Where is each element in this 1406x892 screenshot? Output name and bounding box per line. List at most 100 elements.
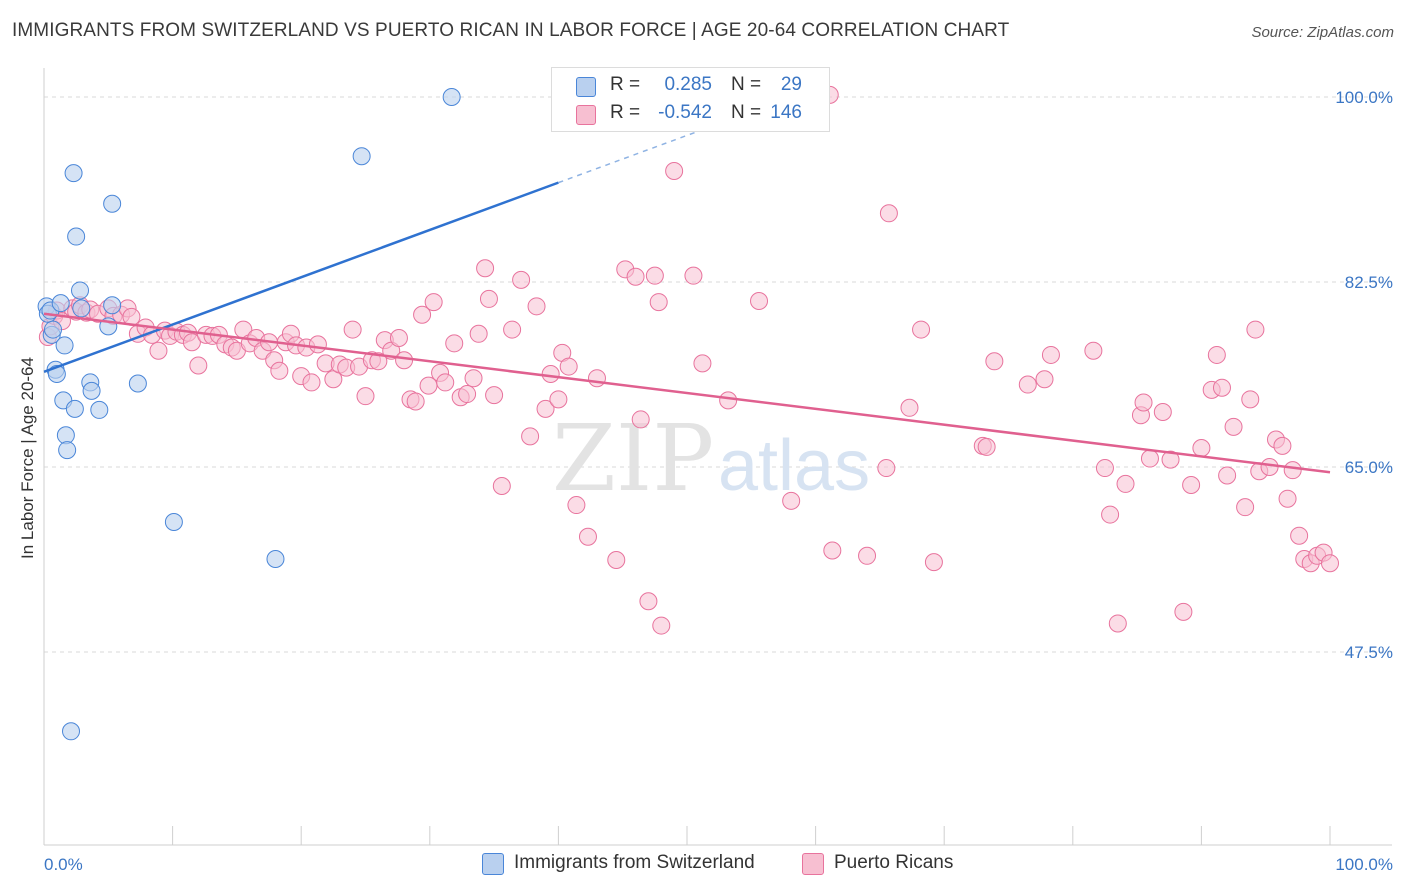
data-point-switzerland [51, 294, 70, 313]
data-point-puerto-rican [503, 320, 522, 339]
data-point-switzerland [164, 512, 183, 531]
legend-row-switzerland: R = 0.285 N = 29 [552, 72, 829, 100]
data-point-puerto-rican [1140, 449, 1159, 468]
data-point-puerto-rican [413, 305, 432, 324]
data-point-puerto-rican [1212, 378, 1231, 397]
data-point-puerto-rican [521, 427, 540, 446]
data-point-switzerland [352, 147, 371, 166]
data-point-puerto-rican [189, 356, 208, 375]
data-point-puerto-rican [356, 387, 375, 406]
y-tick-label: 82.5% [1345, 273, 1393, 292]
data-point-switzerland [266, 549, 285, 568]
data-point-puerto-rican [389, 329, 408, 348]
data-point-switzerland [72, 299, 91, 318]
data-point-puerto-rican [395, 351, 414, 370]
data-point-puerto-rican [1236, 498, 1255, 517]
data-point-puerto-rican [1192, 438, 1211, 457]
trend-line-puerto-ricans [43, 312, 1331, 474]
data-point-puerto-rican [424, 293, 443, 312]
data-point-puerto-rican [1182, 475, 1201, 494]
data-point-puerto-rican [270, 361, 289, 380]
y-tick-label: 47.5% [1345, 643, 1393, 662]
data-point-switzerland [90, 400, 109, 419]
data-point-puerto-rican [559, 357, 578, 376]
chart-title: IMMIGRANTS FROM SWITZERLAND VS PUERTO RI… [12, 20, 1010, 41]
data-point-puerto-rican [149, 341, 168, 360]
data-point-puerto-rican [1018, 375, 1037, 394]
data-point-puerto-rican [1278, 489, 1297, 508]
data-point-puerto-rican [445, 334, 464, 353]
data-point-puerto-rican [858, 546, 877, 565]
data-point-puerto-rican [406, 392, 425, 411]
data-point-switzerland [44, 320, 63, 339]
legend-n-label: N = [731, 102, 762, 123]
x-tick-label: 100.0% [1335, 855, 1393, 874]
data-point-puerto-rican [485, 386, 504, 405]
bottom-legend-puerto-ricans: Puerto Ricans [834, 852, 954, 873]
legend-swatch-pink [576, 105, 596, 125]
data-point-switzerland [82, 381, 101, 400]
data-point-puerto-rican [479, 289, 498, 308]
data-point-puerto-rican [693, 354, 712, 373]
data-point-puerto-rican [1108, 614, 1127, 633]
data-point-puerto-rican [369, 352, 388, 371]
legend-row-puerto-ricans: R = -0.542 N = 146 [552, 100, 829, 128]
data-point-switzerland [442, 88, 461, 106]
data-point-switzerland [64, 164, 83, 183]
data-point-puerto-rican [750, 292, 769, 311]
trend-line-switzerland [43, 181, 559, 374]
data-point-puerto-rican [458, 385, 477, 404]
data-point-puerto-rican [626, 267, 645, 286]
data-point-puerto-rican [652, 616, 671, 635]
bottom-legend-swatch-blue [482, 853, 504, 875]
data-point-puerto-rican [1035, 370, 1054, 389]
legend-r-label: R = [610, 74, 641, 95]
series-immigrants-from-switzerland [37, 88, 461, 741]
data-point-puerto-rican [912, 320, 931, 339]
correlation-legend: R = 0.285 N = 29 R = -0.542 N = 146 [551, 67, 830, 132]
y-tick-label: 65.0% [1345, 458, 1393, 477]
series-puerto-ricans [38, 85, 1339, 635]
data-point-puerto-rican [1153, 403, 1172, 422]
data-point-puerto-rican [782, 491, 801, 510]
data-point-puerto-rican [1224, 417, 1243, 436]
data-point-puerto-rican [1174, 602, 1193, 621]
data-point-puerto-rican [549, 390, 568, 409]
data-point-puerto-rican [877, 459, 896, 478]
legend-n-value: 29 [780, 74, 802, 95]
data-point-puerto-rican [1260, 458, 1279, 476]
data-point-puerto-rican [527, 297, 546, 316]
data-point-puerto-rican [436, 373, 455, 392]
data-point-puerto-rican [1246, 320, 1265, 339]
data-point-puerto-rican [1161, 450, 1180, 469]
y-tick-label: 100.0% [1335, 88, 1393, 107]
data-point-puerto-rican [900, 398, 919, 417]
data-point-puerto-rican [719, 391, 738, 410]
data-point-switzerland [103, 296, 122, 315]
gridlines [44, 96, 1392, 653]
data-point-puerto-rican [1218, 466, 1237, 485]
data-point-puerto-rican [469, 324, 488, 343]
data-point-puerto-rican [1116, 474, 1135, 493]
data-point-switzerland [65, 399, 84, 418]
data-point-puerto-rican [645, 266, 664, 285]
data-point-puerto-rican [182, 333, 201, 352]
legend-r-value: -0.542 [658, 102, 712, 123]
data-point-switzerland [67, 227, 86, 246]
data-point-switzerland [103, 194, 122, 213]
axes [43, 68, 1392, 846]
data-point-puerto-rican [1241, 390, 1260, 409]
legend-n-value: 146 [770, 102, 802, 123]
data-point-puerto-rican [578, 527, 597, 546]
data-point-puerto-rican [492, 477, 511, 496]
data-point-puerto-rican [924, 553, 943, 572]
legend-n-label: N = [731, 74, 762, 95]
data-point-puerto-rican [1321, 554, 1339, 573]
data-point-puerto-rican [1101, 505, 1120, 524]
data-point-puerto-rican [607, 551, 626, 570]
data-point-switzerland [128, 374, 147, 393]
data-point-switzerland [71, 281, 90, 300]
data-point-puerto-rican [665, 162, 684, 180]
data-point-puerto-rican [1095, 459, 1114, 478]
